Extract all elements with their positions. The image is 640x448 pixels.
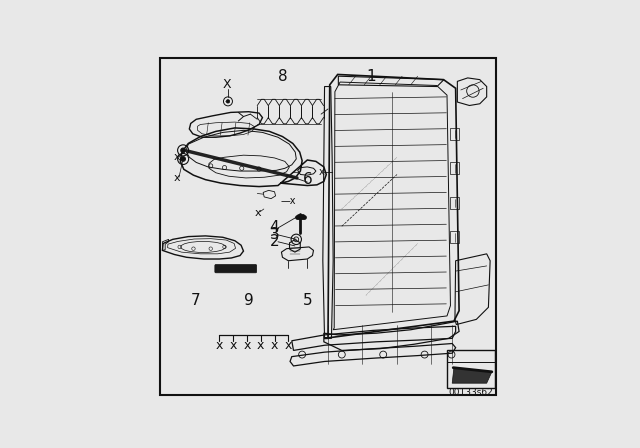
Circle shape [180,148,186,153]
Text: x: x [271,339,278,352]
Text: x: x [254,208,261,218]
Text: 2: 2 [269,234,279,249]
Text: 3: 3 [269,228,280,242]
Text: x: x [173,151,180,162]
Text: 5: 5 [303,293,312,308]
Circle shape [226,99,230,103]
Text: 00133s62: 00133s62 [449,388,493,397]
FancyBboxPatch shape [215,264,257,273]
Polygon shape [452,368,492,383]
Text: —x: —x [280,196,296,207]
Text: 7: 7 [190,293,200,308]
Text: X: X [223,78,232,91]
Text: 8: 8 [278,69,288,84]
Text: x: x [173,173,180,183]
Text: x: x [230,339,237,352]
Text: x: x [243,339,251,352]
Text: x: x [285,339,292,352]
Text: x: x [216,339,223,352]
Text: x—: x— [319,167,334,177]
Text: 1: 1 [366,69,376,84]
Bar [451,163,459,174]
Bar [447,350,495,388]
Text: x: x [257,339,264,352]
Text: 6: 6 [303,172,312,187]
Circle shape [180,156,186,161]
Bar [451,232,459,244]
Text: 4: 4 [269,220,279,236]
Bar [451,197,459,209]
Text: 9: 9 [244,293,253,308]
Bar [451,128,459,140]
